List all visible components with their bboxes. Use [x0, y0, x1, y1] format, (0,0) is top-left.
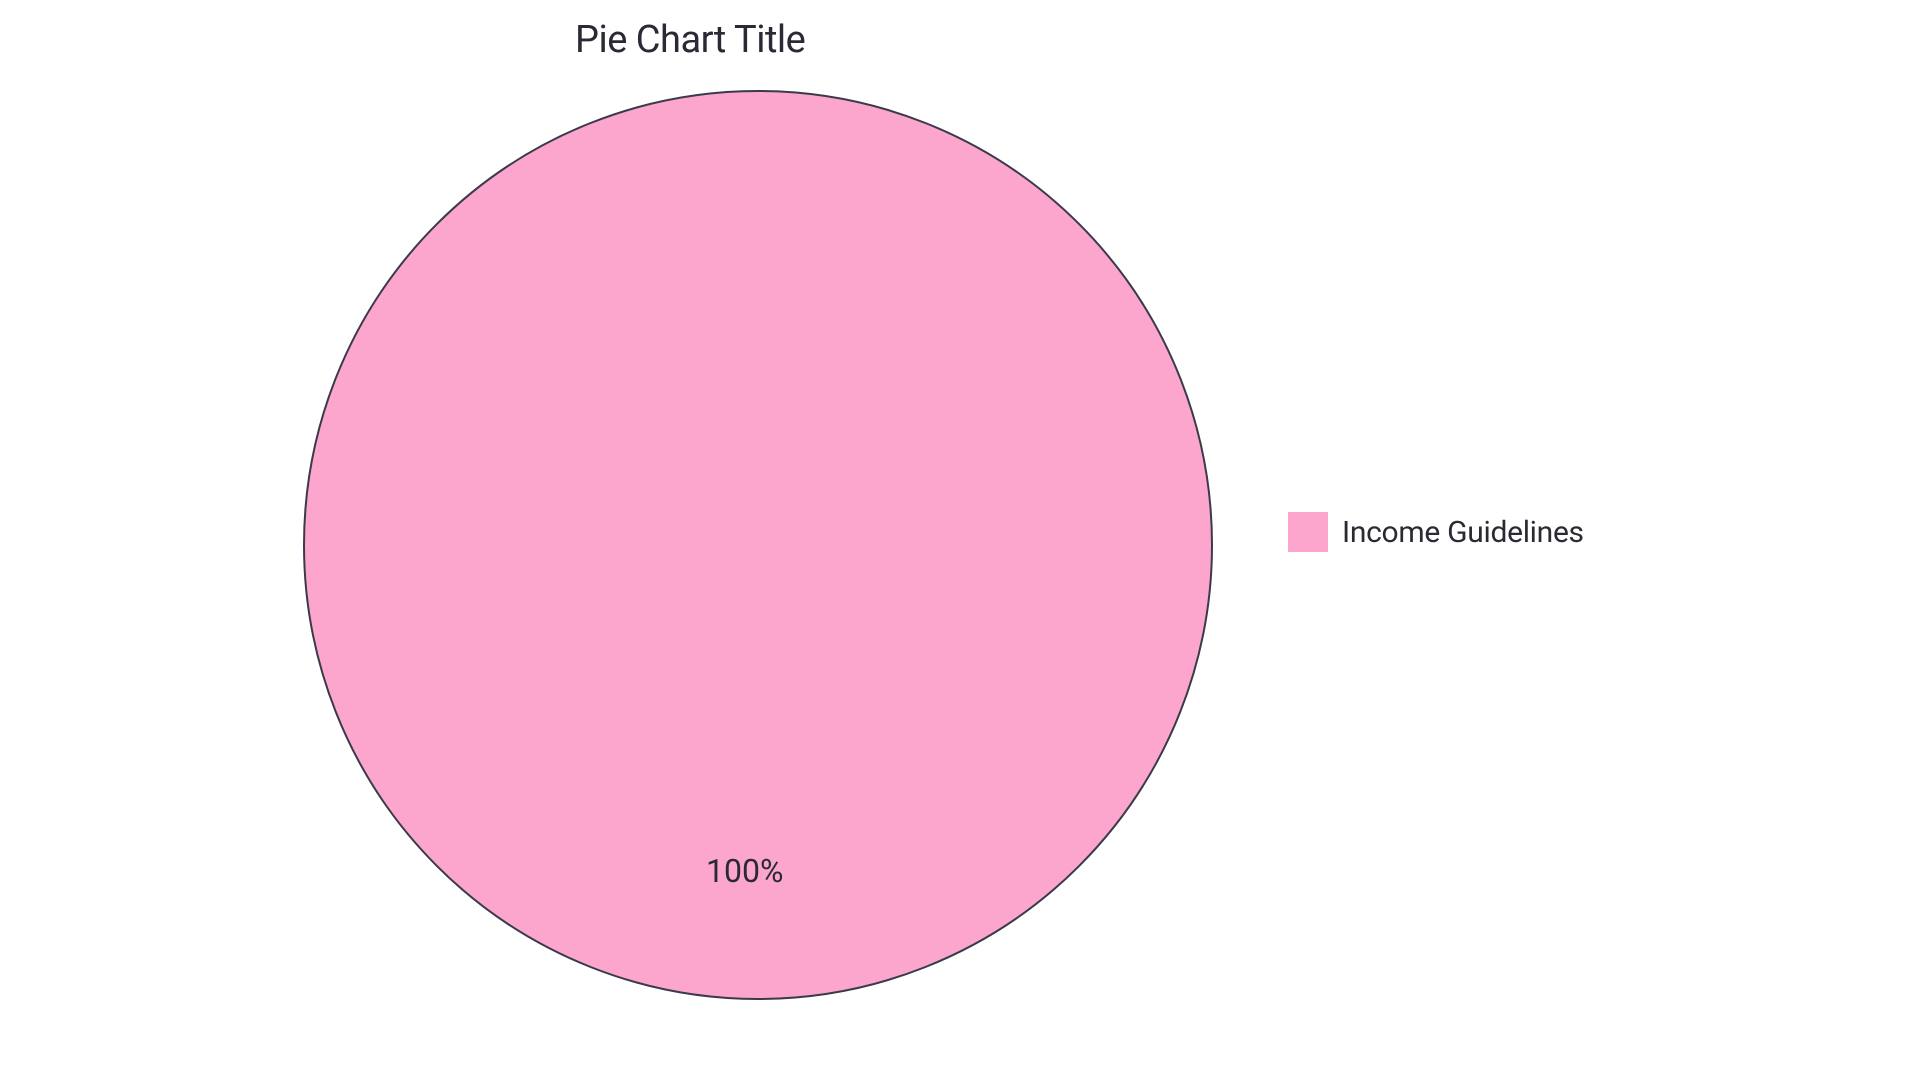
pie-chart-container: Pie Chart Title 100% Income Guidelines: [0, 0, 1920, 1080]
chart-title: Pie Chart Title: [575, 18, 805, 62]
legend-swatch-income-guidelines: [1288, 512, 1328, 552]
legend-label-income-guidelines: Income Guidelines: [1342, 515, 1584, 550]
slice-percent-label: 100%: [706, 852, 783, 890]
chart-legend: Income Guidelines: [1288, 512, 1584, 552]
